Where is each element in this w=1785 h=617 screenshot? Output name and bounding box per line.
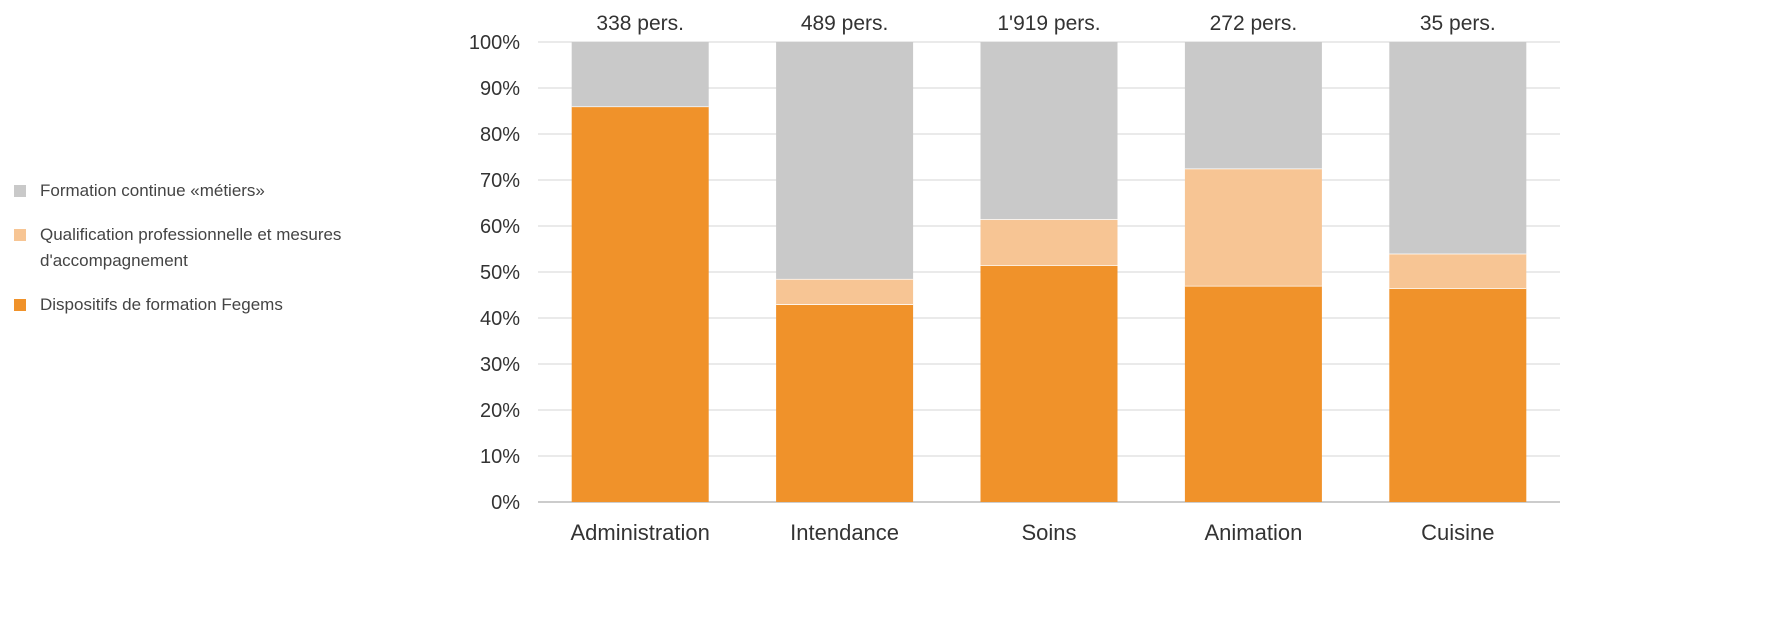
bar-segment bbox=[980, 265, 1118, 502]
y-tick-label: 40% bbox=[480, 308, 520, 330]
legend-label: Qualification professionnelle et mesures… bbox=[40, 225, 342, 270]
legend-item-formation-continue: Formation continue «métiers» bbox=[14, 178, 434, 204]
y-tick-label: 50% bbox=[480, 262, 520, 284]
x-tick-label: Animation bbox=[1204, 520, 1302, 545]
y-tick-label: 10% bbox=[480, 446, 520, 468]
bar-total-label: 1'919 pers. bbox=[997, 12, 1100, 35]
legend-label: Dispositifs de formation Fegems bbox=[40, 295, 283, 314]
legend-swatch-orange bbox=[14, 299, 26, 311]
bar-segment bbox=[1184, 285, 1322, 502]
bar-total-label: 35 pers. bbox=[1420, 12, 1496, 35]
x-tick-label: Cuisine bbox=[1421, 520, 1494, 545]
bar-segment bbox=[980, 42, 1118, 220]
bar-segment bbox=[571, 42, 709, 107]
y-tick-label: 20% bbox=[480, 400, 520, 422]
legend: Formation continue «métiers» Qualificati… bbox=[14, 178, 434, 336]
bar-segment bbox=[776, 42, 914, 279]
bar-segment bbox=[1184, 42, 1322, 169]
legend-swatch-grey bbox=[14, 185, 26, 197]
legend-item-dispositifs: Dispositifs de formation Fegems bbox=[14, 292, 434, 318]
x-tick-label: Administration bbox=[571, 520, 710, 545]
bar-segment bbox=[776, 278, 914, 305]
x-tick-label: Soins bbox=[1021, 520, 1076, 545]
y-tick-label: 90% bbox=[480, 78, 520, 100]
bar-total-label: 272 pers. bbox=[1210, 12, 1298, 35]
y-tick-label: 80% bbox=[480, 124, 520, 146]
bar-segment bbox=[776, 304, 914, 502]
bar-total-label: 338 pers. bbox=[596, 12, 684, 35]
y-tick-label: 30% bbox=[480, 354, 520, 376]
bar-segment bbox=[571, 106, 709, 503]
bar-total-label: 489 pers. bbox=[801, 12, 889, 35]
x-tick-label: Intendance bbox=[790, 520, 899, 545]
bar-segment bbox=[1389, 253, 1527, 289]
bar-segment bbox=[1389, 288, 1527, 502]
y-tick-label: 60% bbox=[480, 216, 520, 238]
bar-segment bbox=[1184, 168, 1322, 286]
bar-segment bbox=[1389, 42, 1527, 254]
legend-item-qualification: Qualification professionnelle et mesures… bbox=[14, 222, 434, 274]
legend-label: Formation continue «métiers» bbox=[40, 181, 265, 200]
y-tick-label: 70% bbox=[480, 170, 520, 192]
y-tick-label: 0% bbox=[491, 492, 520, 514]
bar-segment bbox=[980, 219, 1118, 266]
legend-swatch-light-orange bbox=[14, 229, 26, 241]
y-tick-label: 100% bbox=[469, 32, 520, 54]
